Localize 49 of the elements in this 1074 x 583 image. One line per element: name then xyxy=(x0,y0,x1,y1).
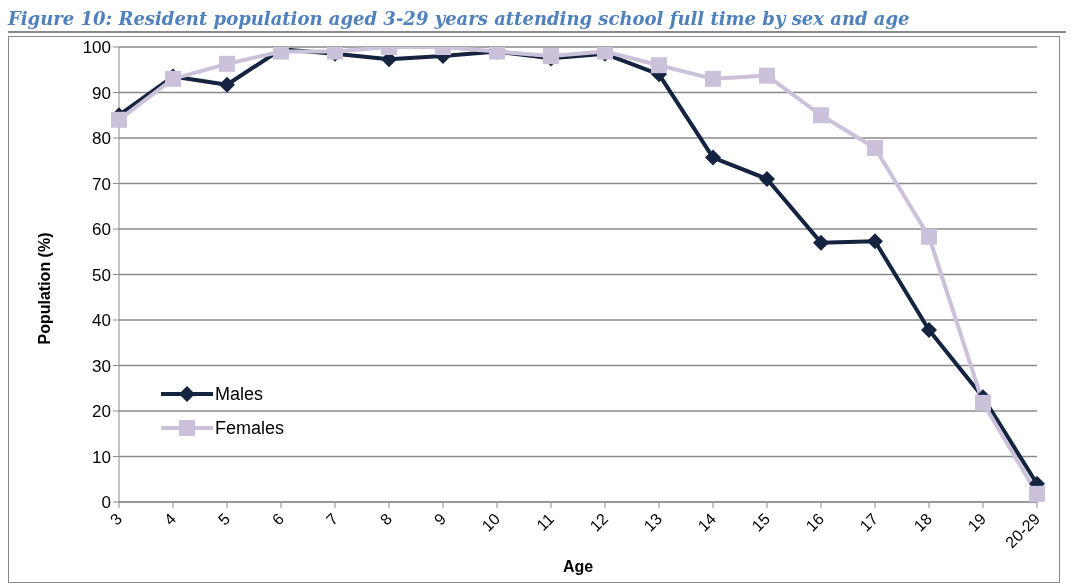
y-tick-label: 60 xyxy=(92,220,111,240)
x-tick-label: 15 xyxy=(748,510,774,535)
x-tick-label: 8 xyxy=(376,510,396,529)
legend-label: Males xyxy=(215,383,264,405)
point xyxy=(219,55,235,72)
point xyxy=(1029,485,1045,502)
point xyxy=(921,322,937,339)
y-tick-label: 100 xyxy=(82,38,111,58)
x-tick-label: 18 xyxy=(910,510,936,535)
point xyxy=(651,57,667,74)
y-tick-label: 0 xyxy=(101,493,111,513)
x-tick-label: 10 xyxy=(478,510,504,535)
x-tick-label: 4 xyxy=(160,510,180,529)
y-tick-label: 80 xyxy=(92,129,111,149)
y-tick-label: 10 xyxy=(92,447,111,467)
x-tick-label: 9 xyxy=(430,510,450,529)
y-tick-label: 40 xyxy=(92,311,111,331)
y-tick-label: 30 xyxy=(92,356,111,376)
x-tick-label: 17 xyxy=(856,510,882,535)
y-axis-title: Population (%) xyxy=(35,232,53,345)
y-tick-label: 20 xyxy=(92,402,111,422)
x-tick-label: 3 xyxy=(106,510,126,529)
point xyxy=(759,67,775,84)
legend-label: Females xyxy=(215,417,285,439)
x-axis-title: Age xyxy=(562,558,594,575)
x-tick-label: 12 xyxy=(586,510,612,535)
point xyxy=(921,228,937,245)
y-tick-label: 50 xyxy=(92,265,111,285)
point xyxy=(705,70,721,87)
point xyxy=(759,170,775,187)
point xyxy=(813,107,829,124)
x-tick-label: 14 xyxy=(694,510,720,535)
point xyxy=(219,76,235,93)
x-tick-label: 6 xyxy=(268,510,288,529)
point xyxy=(975,394,991,411)
point xyxy=(111,111,127,128)
x-tick-label: 19 xyxy=(964,510,990,535)
x-tick-label: 16 xyxy=(802,510,828,535)
x-tick-label: 11 xyxy=(533,510,558,534)
x-tick-label: 13 xyxy=(640,510,666,535)
y-tick-label: 70 xyxy=(92,174,111,194)
point xyxy=(867,140,883,157)
point xyxy=(813,234,829,251)
chart-title: Figure 10: Resident population aged 3-29 years attending school full time by sex and age xyxy=(8,8,1066,33)
x-tick-label: 7 xyxy=(322,510,342,529)
y-tick-label: 90 xyxy=(92,83,111,103)
x-tick-label: 5 xyxy=(214,510,234,529)
point xyxy=(867,233,883,250)
point xyxy=(705,149,721,166)
